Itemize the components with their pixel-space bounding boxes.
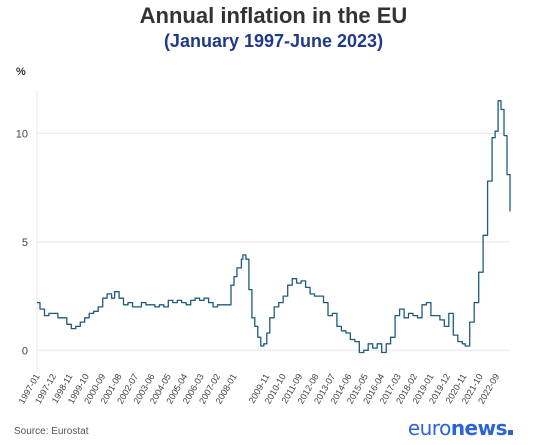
y-tick-label: 0 xyxy=(22,345,28,357)
y-tick-label: 10 xyxy=(16,128,28,140)
source-note: Source: Eurostat xyxy=(14,426,89,437)
y-tick-label: 5 xyxy=(22,237,28,249)
logo-text-news: news xyxy=(450,416,508,440)
chart-subtitle: (January 1997-June 2023) xyxy=(163,31,384,51)
chart-title: Annual inflation in the EU xyxy=(139,3,408,28)
inflation-series-line xyxy=(37,100,511,354)
logo-dot-icon xyxy=(508,430,513,435)
euronews-logo: euronews xyxy=(408,416,513,440)
y-axis-unit-label: % xyxy=(16,66,26,78)
logo-text-euro: euro xyxy=(407,416,452,440)
